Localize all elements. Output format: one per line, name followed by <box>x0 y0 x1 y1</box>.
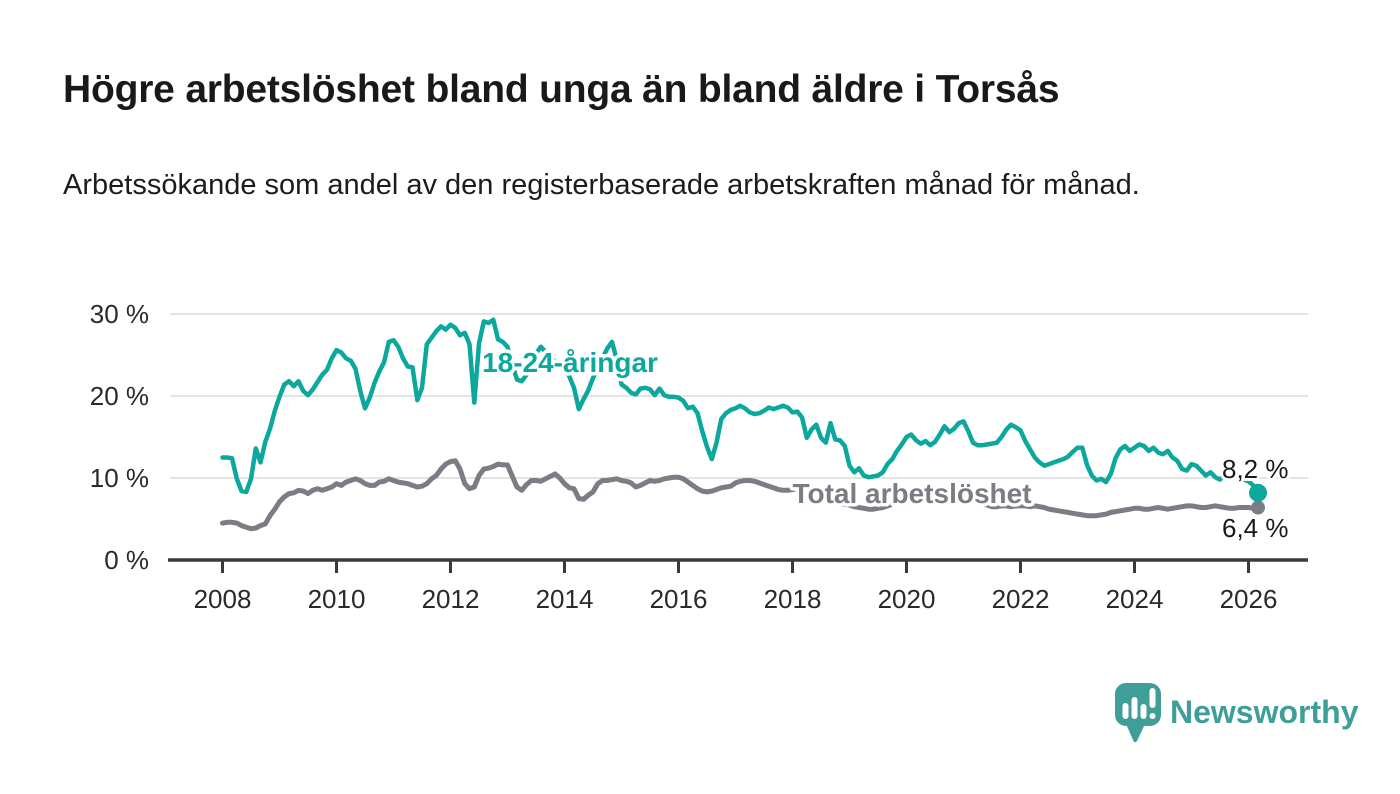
x-axis-tick-label: 2014 <box>536 584 594 614</box>
end-value-label-total: 6,4 % <box>1222 513 1289 543</box>
x-axis-tick-label: 2008 <box>194 584 252 614</box>
chart-subtitle: Arbetssökande som andel av den registerb… <box>63 169 1140 201</box>
total-end-dot <box>1251 500 1265 515</box>
newsworthy-logo: Newsworthy <box>1115 683 1359 743</box>
plot-area: 0 % 10 % 20 % 30 % 2008 2010 2012 2014 2016 2018 2… <box>90 299 1308 614</box>
total-series-line <box>220 458 1261 532</box>
end-value-label-youth: 8,2 % <box>1222 454 1289 484</box>
x-axis-tick-label: 2022 <box>992 584 1050 614</box>
brand-name: Newsworthy <box>1170 694 1359 730</box>
speech-bubble-chart-icon <box>1115 683 1161 743</box>
chart-labels: 18-24-åringar Total arbetslöshet 8,2 % 6… <box>479 344 1292 547</box>
youth-end-dot <box>1249 483 1267 502</box>
page-title: Högre arbetslöshet bland unga än bland ä… <box>63 68 1060 111</box>
x-axis-tick-label: 2026 <box>1220 584 1278 614</box>
x-axis-tick-label: 2012 <box>422 584 480 614</box>
y-axis-tick-label: 0 % <box>104 545 149 575</box>
series-label-total: Total arbetslöshet <box>792 478 1031 509</box>
x-axis-tick-label: 2016 <box>650 584 708 614</box>
x-axis-tick-label: 2010 <box>308 584 366 614</box>
x-axis-tick-label: 2018 <box>764 584 822 614</box>
x-axis-tick-label: 2020 <box>878 584 936 614</box>
youth-series-line <box>220 317 1261 496</box>
y-axis-tick-label: 10 % <box>90 463 149 493</box>
y-axis-tick-label: 20 % <box>90 381 149 411</box>
y-axis-tick-label: 30 % <box>90 299 149 329</box>
series-label-youth: 18-24-åringar <box>482 347 658 378</box>
x-axis-tick-label: 2024 <box>1106 584 1164 614</box>
